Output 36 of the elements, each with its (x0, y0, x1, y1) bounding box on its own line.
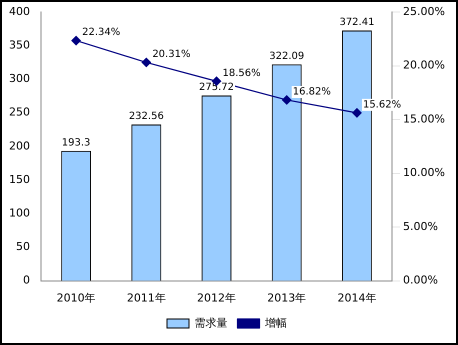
data-label: 232.56 (128, 111, 164, 122)
y2-tick-label: 20.00% (403, 58, 446, 72)
y-tick-label: 300 (8, 72, 30, 86)
y-tick-label: 0 (22, 274, 30, 287)
point (282, 95, 292, 105)
x-tick-label: 2010年 (56, 291, 96, 304)
y-tick-label: 400 (8, 4, 30, 18)
data-label: 15.62% (362, 99, 402, 110)
data-label: 372.41 (339, 17, 374, 28)
point (142, 58, 151, 68)
y2-tick-label: 15.00% (403, 112, 446, 126)
y2-tick-label: 25.00% (403, 4, 446, 18)
data-label: 20.31% (152, 49, 190, 60)
y-tick-label: 150 (8, 172, 30, 186)
point (72, 36, 81, 46)
data-label: 16.82% (292, 86, 331, 98)
data-label: 22.34% (82, 27, 120, 38)
legend-label: 增幅 (264, 316, 287, 330)
y-tick-label: 250 (8, 106, 30, 119)
data-label: 193.3 (62, 137, 90, 148)
data-label: 322.09 (269, 50, 304, 62)
data-label: 18.56% (222, 68, 261, 79)
point (352, 108, 362, 118)
x-tick-label: 2012年 (197, 291, 236, 304)
y2-tick-label: 5.00% (403, 220, 438, 233)
data-label: 275.72 (199, 82, 234, 94)
x-tick-label: 2013年 (267, 291, 306, 304)
legend-label: 需求量 (194, 316, 228, 330)
x-tick-label: 2014年 (337, 291, 376, 304)
y-tick-label: 200 (8, 139, 30, 152)
y-tick-label: 350 (8, 38, 30, 52)
y-tick-label: 50 (16, 240, 30, 254)
x-tick-label: 2011年 (126, 291, 166, 304)
y2-tick-label: 10.00% (403, 166, 446, 180)
y2-tick-label: 0.00% (403, 274, 438, 287)
y-tick-label: 100 (8, 206, 30, 220)
